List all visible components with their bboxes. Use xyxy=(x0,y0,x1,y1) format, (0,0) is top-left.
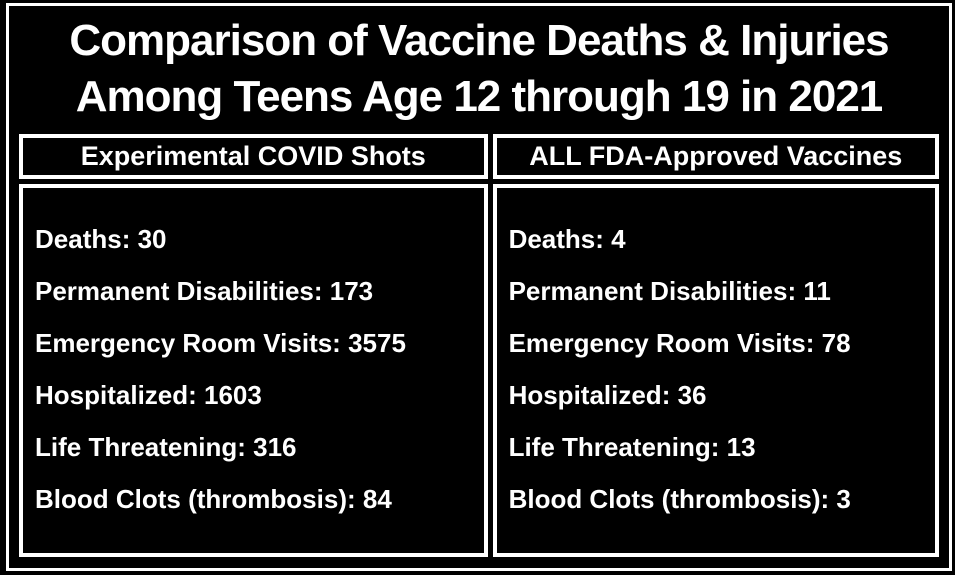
column-fda-vaccines: ALL FDA-Approved Vaccines Deaths: 4 Perm… xyxy=(492,134,939,557)
stat-life-threatening: Life Threatening: 13 xyxy=(508,432,756,462)
stat-hospitalized: Hospitalized: 1603 xyxy=(35,380,262,410)
column-body-covid-shots: Deaths: 30 Permanent Disabilities: 173 E… xyxy=(19,184,488,557)
stat-emergency-room-visits: Emergency Room Visits: 78 xyxy=(508,328,851,358)
column-header-fda-vaccines: ALL FDA-Approved Vaccines xyxy=(492,134,939,179)
title-line-1: Comparison of Vaccine Deaths & Injuries xyxy=(69,16,889,65)
page-title: Comparison of Vaccine Deaths & Injuries … xyxy=(19,6,939,125)
comparison-columns: Experimental COVID Shots Deaths: 30 Perm… xyxy=(19,134,939,557)
column-covid-shots: Experimental COVID Shots Deaths: 30 Perm… xyxy=(19,134,488,557)
stat-blood-clots: Blood Clots (thrombosis): 84 xyxy=(35,484,392,514)
stat-deaths: Deaths: 30 xyxy=(35,224,167,254)
title-line-2: Among Teens Age 12 through 19 in 2021 xyxy=(75,72,884,121)
column-body-fda-vaccines: Deaths: 4 Permanent Disabilities: 11 Eme… xyxy=(492,184,939,557)
stat-permanent-disabilities: Permanent Disabilities: 11 xyxy=(508,276,831,306)
outer-frame: Comparison of Vaccine Deaths & Injuries … xyxy=(6,3,952,571)
column-header-covid-shots: Experimental COVID Shots xyxy=(19,134,488,179)
stat-permanent-disabilities: Permanent Disabilities: 173 xyxy=(35,276,374,306)
stat-emergency-room-visits: Emergency Room Visits: 3575 xyxy=(35,328,406,358)
stat-blood-clots: Blood Clots (thrombosis): 3 xyxy=(508,484,851,514)
stat-deaths: Deaths: 4 xyxy=(508,224,626,254)
stat-life-threatening: Life Threatening: 316 xyxy=(35,432,297,462)
stat-hospitalized: Hospitalized: 36 xyxy=(508,380,707,410)
